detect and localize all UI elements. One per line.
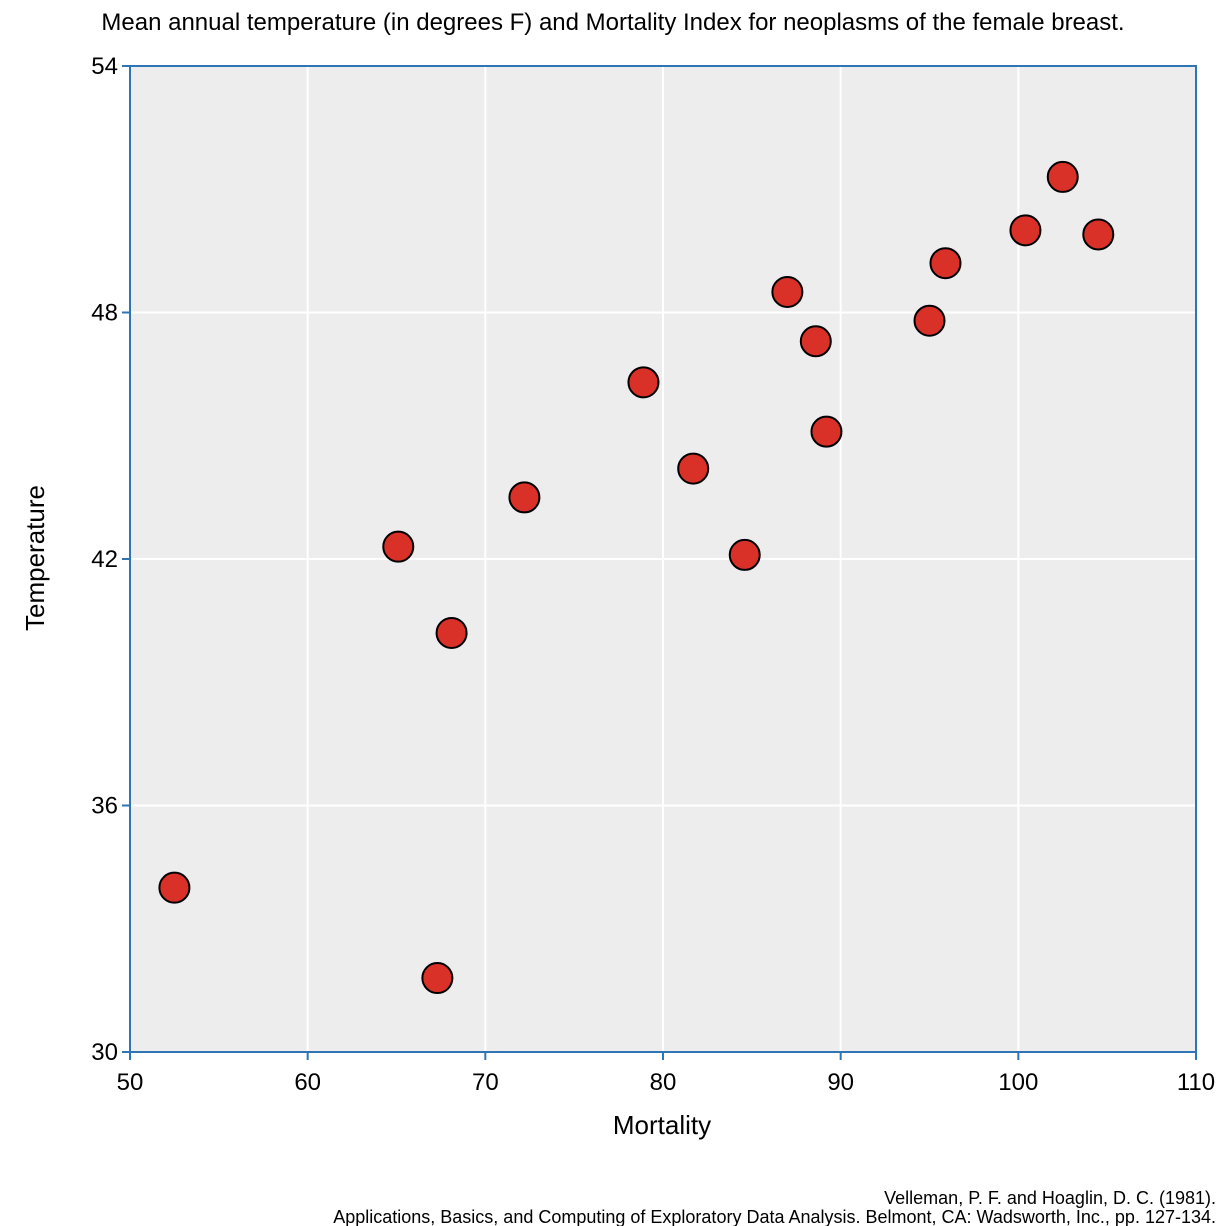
source-line-1: Velleman, P. F. and Hoaglin, D. C. (1981… [884,1188,1216,1208]
data-point [627,366,660,399]
x-tick-label: 110 [1177,1069,1215,1096]
axes: 50 60 70 80 90 100 110 30 36 42 48 54 [91,53,1215,1096]
y-tick-label: 42 [91,546,118,573]
source-line-2: Applications, Basics, and Computing of E… [333,1207,1216,1226]
x-tick-label: 90 [827,1069,854,1096]
data-point [1082,218,1115,251]
data-point [421,962,454,995]
data-point [929,247,962,280]
data-point [1009,214,1042,247]
y-tick-label: 30 [91,1039,118,1066]
plot-frame [129,65,1197,1053]
x-tick-label: 100 [998,1069,1038,1096]
y-tick-label: 36 [91,793,118,820]
data-point [913,304,946,337]
data-point [158,871,191,904]
x-tick-label: 80 [650,1069,677,1096]
data-point [771,275,804,308]
data-point [810,415,843,448]
y-tick-label: 54 [91,53,118,80]
x-tick-label: 70 [472,1069,499,1096]
x-axis-title: Mortality [613,1110,711,1140]
data-point [508,481,541,514]
grid-lines [130,66,1196,1052]
data-points [158,160,1115,995]
data-point [382,530,415,563]
y-tick-label: 48 [91,300,118,327]
data-point [677,452,710,485]
chart-title: Mean annual temperature (in degrees F) a… [101,9,1124,36]
data-point [799,325,832,358]
x-tick-label: 60 [294,1069,321,1096]
data-point [1046,160,1079,193]
x-tick-label: 50 [117,1069,144,1096]
data-point [435,616,468,649]
y-axis-title: Temperature [20,485,50,631]
data-point [728,538,761,571]
